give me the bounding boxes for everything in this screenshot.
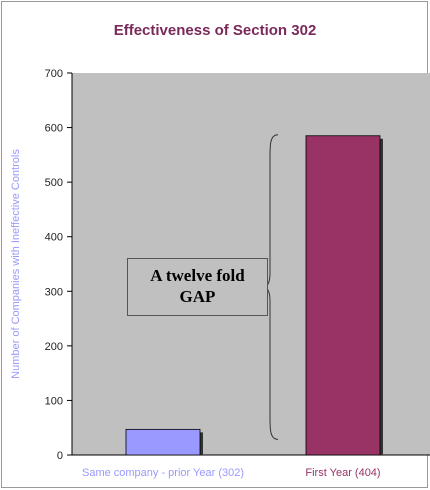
x-category-label: First Year (404) <box>305 467 380 479</box>
y-tick-label: 300 <box>45 286 63 298</box>
y-tick-label: 400 <box>45 232 63 244</box>
y-tick-label: 500 <box>45 177 63 189</box>
y-axis-title: Number of Companies with Ineffective Con… <box>10 149 22 379</box>
y-tick-label: 700 <box>45 68 63 80</box>
x-axis-categories: Same company - prior Year (302) First Yea… <box>82 467 381 479</box>
y-axis-ticks: 0 100 200 300 400 500 600 700 <box>45 68 72 462</box>
chart-title: Effectiveness of Section 302 <box>113 22 317 39</box>
bars <box>125 135 383 456</box>
y-tick-label: 100 <box>45 395 63 407</box>
y-tick-label: 200 <box>45 341 63 353</box>
y-tick-label: 0 <box>57 450 63 462</box>
bar <box>125 428 201 456</box>
y-tick-label: 600 <box>45 123 63 135</box>
bar <box>305 135 381 456</box>
annotation-line-2: GAP <box>179 287 216 306</box>
x-category-label: Same company - prior Year (302) <box>82 467 244 479</box>
annotation-line-1: A twelve fold <box>150 266 245 285</box>
gap-annotation: A twelve fold GAP <box>127 258 268 316</box>
